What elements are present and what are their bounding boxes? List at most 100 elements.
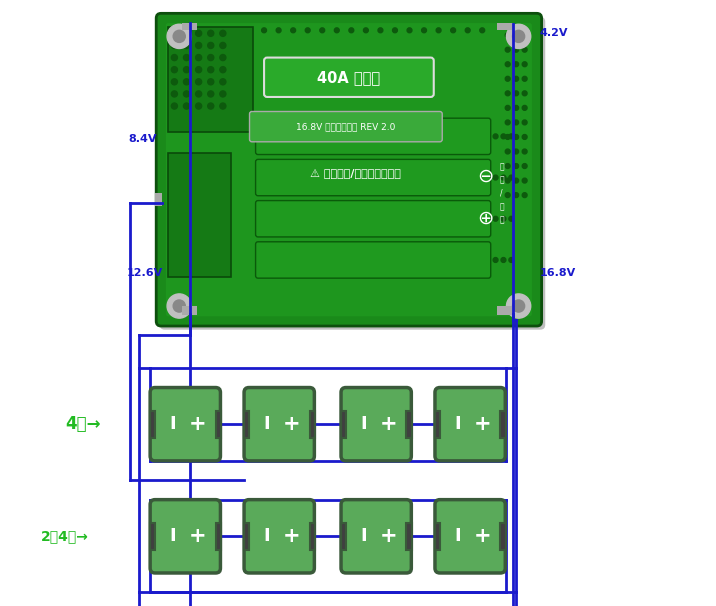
FancyBboxPatch shape [160, 17, 546, 330]
Text: 16.8V 锂电池保护板 REV 2.0: 16.8V 锂电池保护板 REV 2.0 [296, 123, 395, 132]
Circle shape [514, 105, 518, 110]
Circle shape [320, 28, 324, 33]
FancyBboxPatch shape [150, 499, 221, 573]
Bar [155, 193, 163, 206]
Circle shape [505, 164, 510, 168]
FancyBboxPatch shape [256, 201, 490, 237]
Bar [498, 306, 513, 315]
Circle shape [509, 175, 514, 180]
Circle shape [208, 79, 214, 85]
FancyBboxPatch shape [439, 391, 506, 462]
Circle shape [334, 28, 339, 33]
Bar [309, 523, 314, 550]
Circle shape [392, 28, 397, 33]
Circle shape [195, 67, 202, 73]
Bar [243, 523, 249, 550]
Circle shape [514, 149, 518, 154]
Circle shape [514, 76, 518, 81]
Circle shape [183, 55, 190, 61]
Text: +: + [379, 526, 397, 547]
Circle shape [514, 33, 518, 38]
Circle shape [522, 178, 527, 183]
Circle shape [208, 67, 214, 73]
Circle shape [493, 175, 498, 180]
Bar [183, 306, 198, 315]
Circle shape [505, 33, 510, 38]
Circle shape [167, 24, 191, 48]
Text: I: I [455, 415, 461, 433]
Circle shape [514, 47, 518, 52]
FancyBboxPatch shape [244, 388, 314, 461]
Bar [500, 523, 505, 550]
Circle shape [514, 164, 518, 168]
Circle shape [220, 103, 226, 109]
Text: +: + [473, 526, 491, 547]
Bar [435, 523, 440, 550]
Circle shape [522, 47, 527, 52]
Text: +: + [188, 526, 206, 547]
FancyBboxPatch shape [154, 391, 222, 462]
Circle shape [509, 258, 514, 262]
Circle shape [522, 135, 527, 139]
Circle shape [522, 33, 527, 38]
Text: I: I [361, 527, 367, 545]
Circle shape [171, 103, 178, 109]
Circle shape [522, 149, 527, 154]
Circle shape [493, 258, 498, 262]
Circle shape [171, 67, 178, 73]
Circle shape [261, 28, 266, 33]
Circle shape [505, 62, 510, 67]
Text: 4串→: 4串→ [65, 415, 100, 433]
Circle shape [501, 216, 506, 221]
Circle shape [208, 103, 214, 109]
Circle shape [505, 76, 510, 81]
Circle shape [493, 216, 498, 221]
Bar [498, 23, 513, 30]
FancyBboxPatch shape [154, 503, 222, 574]
Circle shape [505, 193, 510, 198]
Circle shape [514, 120, 518, 125]
FancyBboxPatch shape [250, 112, 442, 142]
FancyBboxPatch shape [256, 159, 490, 196]
Circle shape [522, 120, 527, 125]
FancyBboxPatch shape [168, 27, 253, 132]
FancyBboxPatch shape [256, 118, 490, 155]
Circle shape [183, 67, 190, 73]
Bar [407, 523, 412, 550]
Circle shape [208, 91, 214, 97]
Circle shape [220, 79, 226, 85]
Bar [500, 411, 505, 438]
FancyBboxPatch shape [244, 499, 314, 573]
Circle shape [291, 28, 296, 33]
Circle shape [171, 42, 178, 48]
Circle shape [220, 55, 226, 61]
Bar [183, 23, 198, 30]
Circle shape [173, 30, 185, 42]
Text: /: / [500, 189, 503, 198]
Circle shape [195, 42, 202, 48]
Circle shape [513, 300, 525, 312]
Bar [216, 523, 221, 550]
Circle shape [195, 79, 202, 85]
Circle shape [522, 91, 527, 96]
Circle shape [509, 216, 514, 221]
Circle shape [407, 28, 412, 33]
Circle shape [522, 105, 527, 110]
Text: I: I [170, 527, 176, 545]
Text: I: I [361, 415, 367, 433]
Circle shape [522, 193, 527, 198]
FancyBboxPatch shape [435, 499, 505, 573]
Circle shape [501, 134, 506, 139]
Circle shape [171, 30, 178, 36]
FancyBboxPatch shape [248, 391, 316, 462]
FancyBboxPatch shape [341, 499, 411, 573]
Circle shape [183, 79, 190, 85]
Text: ⚠ 适用电机/电钻，禁止短路: ⚠ 适用电机/电钻，禁止短路 [309, 168, 400, 178]
Circle shape [220, 42, 226, 48]
Bar [341, 411, 346, 438]
Text: 16.8V: 16.8V [540, 268, 576, 278]
Text: 12.6V: 12.6V [127, 268, 163, 278]
Circle shape [349, 28, 354, 33]
Circle shape [505, 178, 510, 183]
Bar [243, 411, 249, 438]
